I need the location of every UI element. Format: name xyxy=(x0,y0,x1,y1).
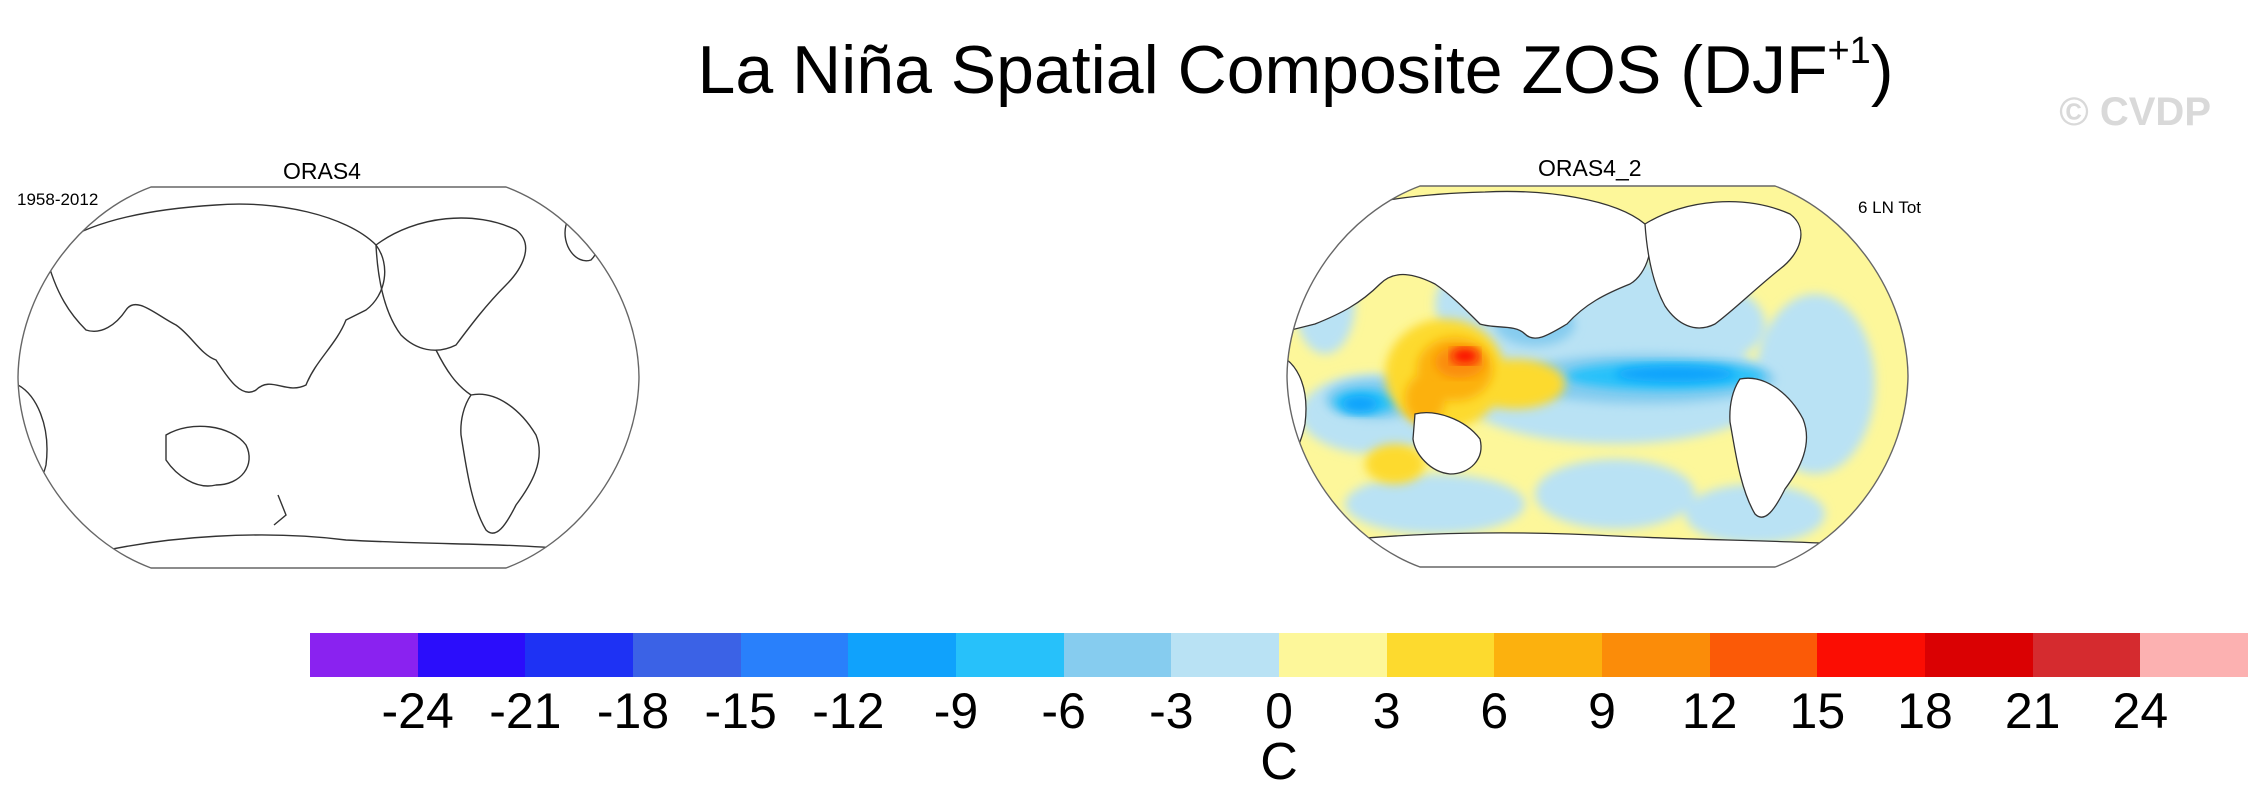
colorbar xyxy=(310,633,2249,677)
colorbar-tick-label: -12 xyxy=(812,683,885,739)
colorbar-tick-label: 3 xyxy=(1372,683,1401,739)
colorbar-segment xyxy=(417,633,526,677)
colorbar-segment xyxy=(1386,633,1495,677)
colorbar-segment xyxy=(848,633,957,677)
map-right xyxy=(1286,185,1909,568)
colorbar-tick-label: 24 xyxy=(2112,683,2169,739)
watermark: © CVDP xyxy=(2059,90,2211,134)
field-right xyxy=(1287,186,1908,567)
map-border-left xyxy=(17,186,640,569)
colorbar-segment xyxy=(1602,633,1710,677)
colorbar-segment xyxy=(1709,633,1818,677)
figure-title-close: ) xyxy=(1870,32,1894,108)
colorbar-tick-label: 15 xyxy=(1789,683,1846,739)
colorbar-units: C xyxy=(1260,733,1298,791)
colorbar-segment xyxy=(2032,633,2141,677)
colorbar-segment xyxy=(1925,633,2033,677)
colorbar-tick-label: 18 xyxy=(1897,683,1953,739)
colorbar-tick-label: -3 xyxy=(1149,683,1194,739)
colorbar-segment xyxy=(1171,633,1280,677)
colorbar-segment xyxy=(2140,633,2249,677)
colorbar-segment xyxy=(740,633,849,677)
panel-title-right: ORAS4_2 xyxy=(1538,155,1642,181)
colorbar-segment xyxy=(1279,633,1387,677)
colorbar-segment xyxy=(1494,633,1603,677)
colorbar-segment xyxy=(1063,633,1172,677)
colorbar-tick-label: -18 xyxy=(596,683,670,739)
colorbar-tick-label: 9 xyxy=(1588,683,1616,739)
colorbar-tick-label: -24 xyxy=(381,683,454,739)
colorbar-tick-label: -15 xyxy=(704,683,777,739)
annotation-label-right: 6 LN Tot xyxy=(1858,198,1922,217)
colorbar-segment xyxy=(633,633,741,677)
map-border-right xyxy=(1286,185,1909,568)
figure-title: La Niña Spatial Composite ZOS (DJF+1) xyxy=(0,30,2261,110)
coastlines-left xyxy=(18,203,599,556)
colorbar-tick-label: -6 xyxy=(1041,683,1086,739)
colorbar-tick-label: -9 xyxy=(933,683,979,739)
colorbar-tick-label: 12 xyxy=(1681,683,1738,739)
colorbar-segment xyxy=(525,633,634,677)
figure-title-superscript: +1 xyxy=(1827,30,1871,72)
colorbar-segment xyxy=(310,633,418,677)
period-label-left: 1958-2012 xyxy=(17,190,99,209)
colorbar-tick-label: 0 xyxy=(1265,683,1293,739)
panel-title-left: ORAS4 xyxy=(283,158,361,184)
map-left xyxy=(17,186,640,569)
colorbar-tick-label: 6 xyxy=(1480,683,1509,739)
colorbar-segment xyxy=(956,633,1064,677)
colorbar-tick-label: 21 xyxy=(2004,683,2061,739)
colorbar-segment xyxy=(1817,633,1926,677)
figure-title-main: La Niña Spatial Composite ZOS (DJF xyxy=(697,32,1828,108)
colorbar-tick-label: -21 xyxy=(489,683,562,739)
